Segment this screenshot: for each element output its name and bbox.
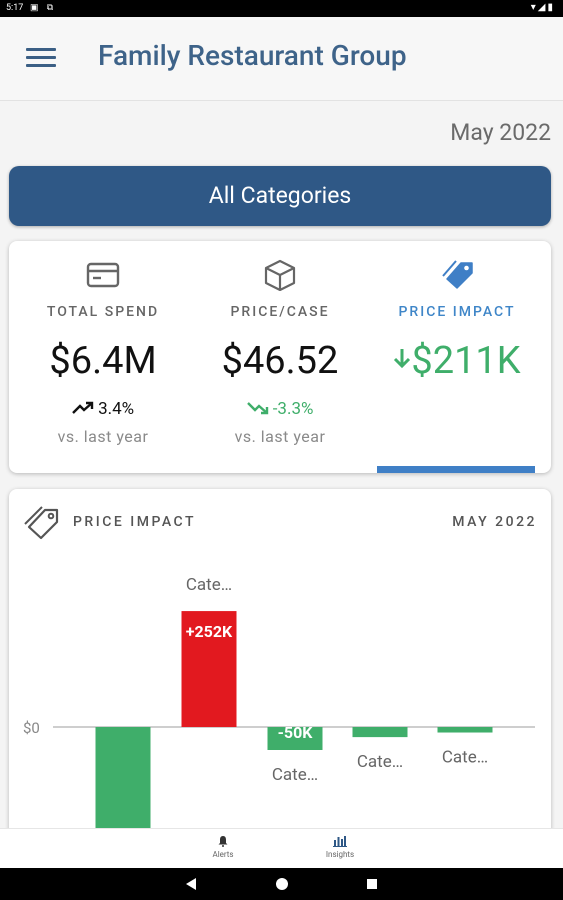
active-tab-indicator bbox=[377, 466, 535, 473]
chart-bar bbox=[437, 727, 493, 733]
bar-chart-icon bbox=[333, 836, 347, 847]
kpi-change-value: -3.3% bbox=[272, 399, 314, 419]
nav-alerts[interactable]: Alerts bbox=[188, 835, 258, 859]
box-icon bbox=[264, 259, 296, 291]
credit-card-icon bbox=[86, 262, 120, 288]
kpi-value: $211K bbox=[367, 339, 547, 383]
price-impact-chart: $0 +252K Cate… -50K Cate… -22K Cate… -12K Cate… bbox=[23, 575, 535, 829]
bell-icon bbox=[218, 836, 228, 847]
chart-bar bbox=[352, 727, 408, 738]
status-system-icons: ▾◢▮ bbox=[530, 2, 555, 13]
recents-icon[interactable] bbox=[366, 877, 378, 891]
kpi-change-value: 3.4% bbox=[98, 399, 135, 419]
status-bar: 5:17 ▣ ⧉ ▾◢▮ bbox=[0, 0, 563, 17]
arrow-down-icon bbox=[394, 349, 411, 369]
price-impact-chart-card: PRICE IMPACT MAY 2022 $0 +252K Cate… -50K Ca… bbox=[9, 489, 551, 849]
bar-data-label: -12K bbox=[448, 706, 484, 725]
kpi-price-per-case[interactable]: PRICE/CASE $46.52 -3.3% vs. last year bbox=[190, 241, 370, 473]
kpi-label: TOTAL SPEND bbox=[46, 304, 160, 320]
kpi-total-spend[interactable]: TOTAL SPEND $6.4M 3.4% vs. last year bbox=[13, 241, 193, 473]
home-icon[interactable] bbox=[275, 877, 289, 891]
kpi-sub: vs. last year bbox=[57, 427, 149, 446]
kpi-value: $46.52 bbox=[221, 339, 339, 383]
bar-data-label: -22K bbox=[363, 710, 399, 729]
nav-insights[interactable]: Insights bbox=[305, 835, 375, 859]
bar-data-label: +252K bbox=[186, 622, 233, 641]
kpi-label: PRICE IMPACT bbox=[398, 304, 516, 320]
trend-up-icon bbox=[72, 401, 94, 414]
system-nav-bar bbox=[0, 868, 563, 900]
back-icon[interactable] bbox=[185, 877, 197, 891]
price-tag-icon bbox=[442, 260, 473, 289]
bar-data-label: -50K bbox=[278, 723, 314, 742]
kpi-card: TOTAL SPEND $6.4M 3.4% vs. last year PRI… bbox=[9, 241, 551, 473]
bar-category-label: Cate… bbox=[357, 752, 403, 772]
bar-category-label: Cate… bbox=[186, 575, 232, 595]
kpi-change: -3.3% bbox=[190, 399, 370, 419]
status-notification-icons: ▣ ⧉ bbox=[30, 3, 57, 13]
y-tick-label: $0 bbox=[23, 719, 40, 737]
kpi-change: 3.4% bbox=[13, 399, 193, 419]
bar-category-label: Cate… bbox=[442, 748, 488, 768]
kpi-label: PRICE/CASE bbox=[230, 304, 330, 320]
chart-bar bbox=[267, 727, 323, 750]
kpi-price-impact[interactable]: PRICE IMPACT $211K bbox=[367, 241, 547, 473]
period-label[interactable]: May 2022 bbox=[450, 119, 551, 146]
all-categories-button[interactable]: All Categories bbox=[9, 166, 551, 226]
chart-bar bbox=[95, 727, 151, 829]
app-title: Family Restaurant Group bbox=[98, 39, 407, 72]
kpi-value: $6.4M bbox=[49, 339, 157, 383]
chart-bar bbox=[181, 611, 237, 727]
nav-insights-label: Insights bbox=[325, 850, 355, 859]
bottom-nav: Alerts Insights bbox=[0, 828, 563, 868]
kpi-sub: vs. last year bbox=[234, 427, 326, 446]
chart-title: PRICE IMPACT bbox=[73, 514, 196, 530]
nav-alerts-label: Alerts bbox=[212, 850, 234, 859]
chart-date: MAY 2022 bbox=[452, 514, 537, 530]
menu-icon[interactable] bbox=[26, 45, 56, 69]
kpi-value-text: $211K bbox=[411, 339, 521, 383]
bar-category-label: Cate… bbox=[272, 765, 318, 785]
trend-down-icon bbox=[246, 402, 268, 415]
app-bar: Family Restaurant Group bbox=[0, 17, 563, 101]
price-tag-outline-icon bbox=[24, 506, 59, 540]
status-time: 5:17 bbox=[6, 3, 24, 13]
